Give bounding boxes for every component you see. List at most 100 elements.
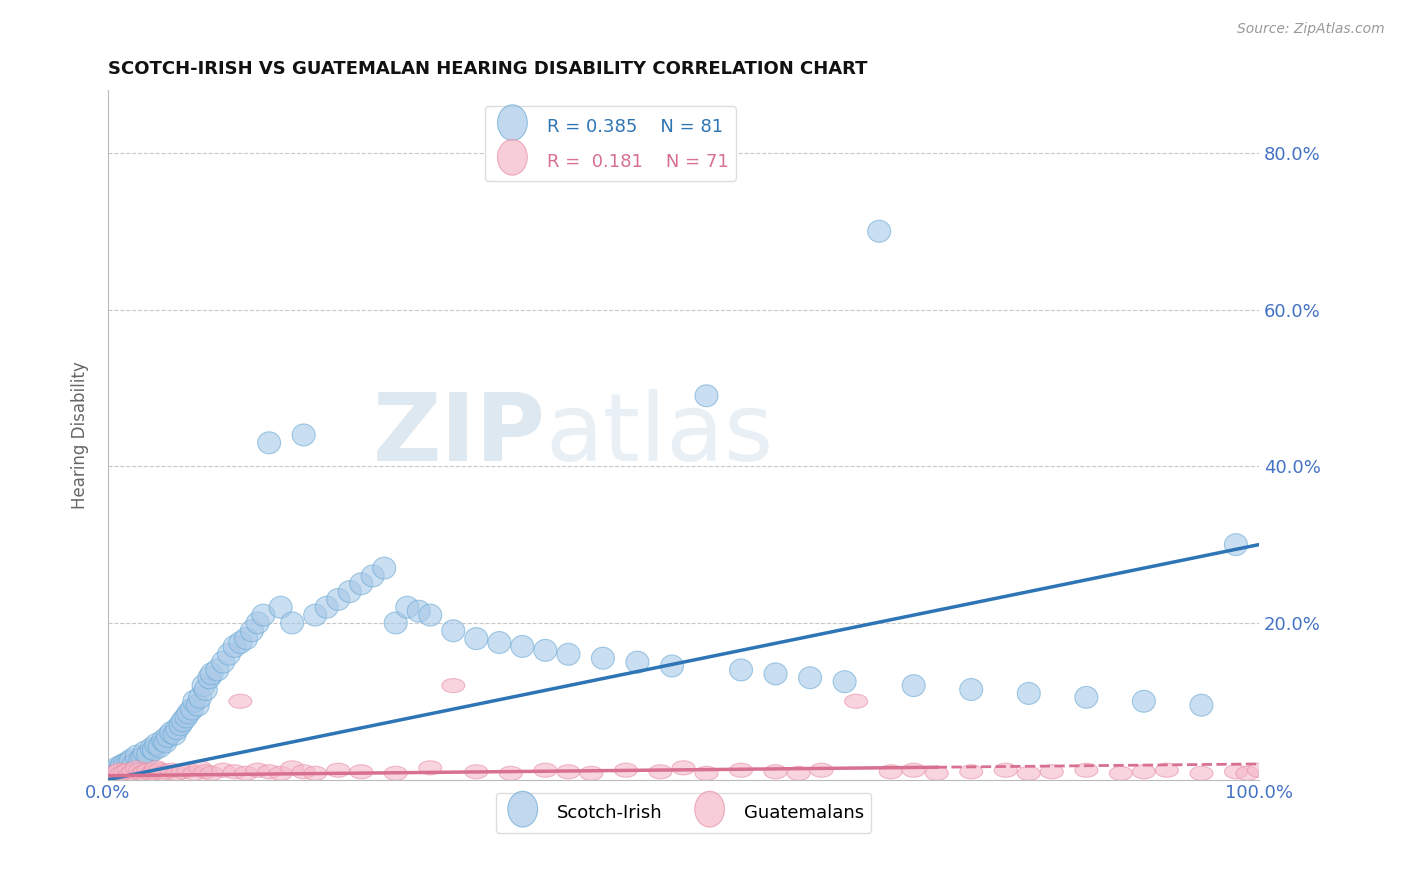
Ellipse shape <box>122 764 145 779</box>
Ellipse shape <box>315 597 339 618</box>
Ellipse shape <box>510 635 534 657</box>
Ellipse shape <box>200 766 224 780</box>
Ellipse shape <box>108 764 131 777</box>
Ellipse shape <box>488 632 510 654</box>
Ellipse shape <box>240 620 263 641</box>
Ellipse shape <box>155 731 177 753</box>
Ellipse shape <box>246 612 269 634</box>
Ellipse shape <box>183 690 205 712</box>
Ellipse shape <box>373 558 395 579</box>
Ellipse shape <box>148 764 172 777</box>
Ellipse shape <box>141 738 163 759</box>
Ellipse shape <box>114 753 136 775</box>
Ellipse shape <box>218 643 240 665</box>
Ellipse shape <box>994 764 1018 777</box>
Ellipse shape <box>1109 766 1132 780</box>
Ellipse shape <box>103 761 125 783</box>
Ellipse shape <box>110 755 134 776</box>
Ellipse shape <box>257 432 281 454</box>
Ellipse shape <box>166 718 188 739</box>
Ellipse shape <box>695 766 718 780</box>
Text: SCOTCH-IRISH VS GUATEMALAN HEARING DISABILITY CORRELATION CHART: SCOTCH-IRISH VS GUATEMALAN HEARING DISAB… <box>108 60 868 78</box>
Ellipse shape <box>304 766 326 780</box>
Ellipse shape <box>269 766 292 780</box>
Ellipse shape <box>136 744 160 765</box>
Ellipse shape <box>177 764 200 777</box>
Ellipse shape <box>441 620 465 641</box>
Ellipse shape <box>1132 690 1156 712</box>
Ellipse shape <box>408 600 430 622</box>
Ellipse shape <box>903 674 925 697</box>
Ellipse shape <box>172 710 194 731</box>
Ellipse shape <box>131 747 155 769</box>
Ellipse shape <box>105 757 129 779</box>
Ellipse shape <box>145 733 167 756</box>
Ellipse shape <box>465 764 488 779</box>
Ellipse shape <box>180 698 204 720</box>
Ellipse shape <box>120 766 142 780</box>
Ellipse shape <box>194 679 218 700</box>
Ellipse shape <box>117 751 141 773</box>
Ellipse shape <box>834 671 856 693</box>
Ellipse shape <box>339 581 361 603</box>
Ellipse shape <box>205 659 229 681</box>
Ellipse shape <box>419 604 441 626</box>
Ellipse shape <box>141 766 163 780</box>
Ellipse shape <box>160 722 183 744</box>
Ellipse shape <box>441 679 465 693</box>
Ellipse shape <box>257 764 281 779</box>
Ellipse shape <box>229 694 252 708</box>
Ellipse shape <box>120 749 142 771</box>
Ellipse shape <box>235 766 257 780</box>
Ellipse shape <box>672 761 695 775</box>
Ellipse shape <box>1156 764 1178 777</box>
Ellipse shape <box>799 667 821 689</box>
Ellipse shape <box>1225 764 1247 779</box>
Ellipse shape <box>1236 766 1258 780</box>
Ellipse shape <box>326 589 350 610</box>
Ellipse shape <box>763 764 787 779</box>
Ellipse shape <box>152 730 174 751</box>
Ellipse shape <box>879 764 903 779</box>
Ellipse shape <box>465 628 488 649</box>
Ellipse shape <box>131 766 155 780</box>
Ellipse shape <box>1018 766 1040 780</box>
Ellipse shape <box>960 679 983 700</box>
Ellipse shape <box>198 667 221 689</box>
Ellipse shape <box>810 764 834 777</box>
Ellipse shape <box>650 764 672 779</box>
Legend: Scotch-Irish, Guatemalans: Scotch-Irish, Guatemalans <box>496 793 872 832</box>
Ellipse shape <box>125 745 148 767</box>
Ellipse shape <box>281 612 304 634</box>
Ellipse shape <box>281 761 304 775</box>
Ellipse shape <box>177 702 200 724</box>
Ellipse shape <box>787 766 810 780</box>
Ellipse shape <box>1018 682 1040 705</box>
Ellipse shape <box>193 674 215 697</box>
Ellipse shape <box>1132 764 1156 779</box>
Ellipse shape <box>105 764 129 779</box>
Ellipse shape <box>188 686 211 708</box>
Ellipse shape <box>384 612 408 634</box>
Ellipse shape <box>142 764 166 779</box>
Ellipse shape <box>695 384 718 407</box>
Ellipse shape <box>103 766 125 780</box>
Ellipse shape <box>1189 766 1213 780</box>
Ellipse shape <box>229 632 252 654</box>
Ellipse shape <box>108 759 131 781</box>
Ellipse shape <box>156 725 180 747</box>
Ellipse shape <box>183 766 205 780</box>
Ellipse shape <box>534 640 557 661</box>
Ellipse shape <box>114 764 136 779</box>
Ellipse shape <box>419 761 441 775</box>
Ellipse shape <box>304 604 326 626</box>
Text: atlas: atlas <box>546 389 773 481</box>
Ellipse shape <box>186 694 209 716</box>
Ellipse shape <box>614 764 637 777</box>
Ellipse shape <box>110 766 134 780</box>
Ellipse shape <box>361 565 384 587</box>
Ellipse shape <box>117 764 141 777</box>
Ellipse shape <box>326 764 350 777</box>
Ellipse shape <box>1247 764 1271 777</box>
Ellipse shape <box>292 764 315 779</box>
